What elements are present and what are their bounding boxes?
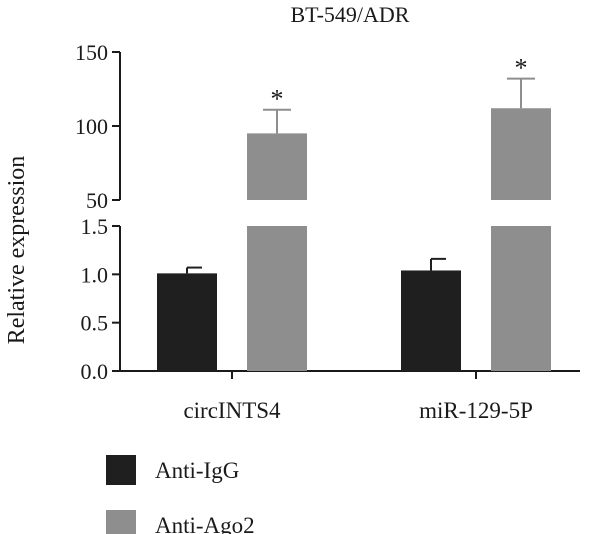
y-tick-label: 50 — [86, 188, 108, 213]
legend-label: Anti-Ago2 — [155, 513, 255, 534]
bar — [157, 273, 217, 371]
y-tick-label: 150 — [75, 40, 108, 65]
y-axis-label: Relative expression — [4, 156, 30, 345]
y-tick-label: 100 — [75, 114, 108, 139]
bar-lower-part — [491, 226, 551, 371]
y-tick-label: 1.0 — [81, 262, 109, 287]
bar — [247, 133, 307, 200]
legend-label: Anti-IgG — [155, 458, 239, 483]
legend-swatch — [106, 510, 136, 534]
y-tick-label: 0.0 — [81, 359, 109, 384]
x-tick-label: circINTS4 — [183, 398, 281, 423]
significance-marker: * — [515, 54, 528, 83]
x-tick-label: miR-129-5P — [419, 398, 533, 423]
legend-swatch — [106, 455, 136, 485]
significance-marker: * — [271, 85, 284, 114]
bar — [401, 270, 461, 371]
bar-lower-part — [247, 226, 307, 371]
bar — [491, 108, 551, 200]
plot-area: 0.0 0.5 1.0 1.550 100 150 circINTS4 miR-129-5P *… — [75, 40, 580, 423]
y-tick-label: 0.5 — [81, 311, 109, 336]
legend: Anti-IgG Anti-Ago2 — [106, 455, 255, 534]
y-tick-label: 1.5 — [81, 214, 109, 239]
chart-title: BT-549/ADR — [291, 2, 410, 27]
